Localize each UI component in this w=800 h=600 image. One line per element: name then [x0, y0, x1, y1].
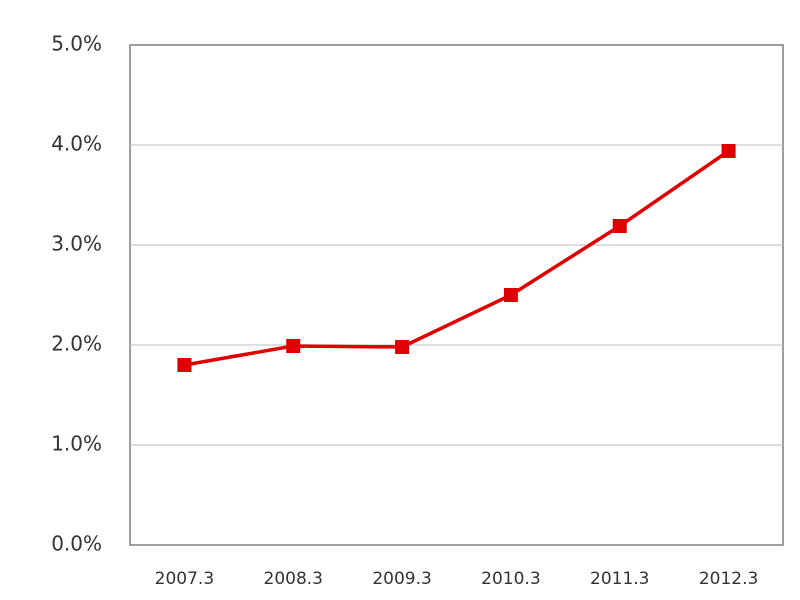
x-tick-label: 2011.3 [590, 569, 649, 589]
point-marker [286, 339, 301, 353]
x-tick-label: 2008.3 [264, 569, 323, 589]
point-marker [503, 288, 518, 302]
point-marker [612, 219, 627, 233]
x-tick-label: 2007.3 [155, 569, 214, 589]
point-marker [721, 144, 736, 158]
y-tick-label: 3.0% [51, 232, 102, 256]
y-tick-label: 1.0% [51, 432, 102, 456]
y-tick-label: 0.0% [51, 532, 102, 556]
x-tick-label: 2009.3 [372, 569, 431, 589]
x-tick-label: 2010.3 [481, 569, 540, 589]
x-tick-label: 2012.3 [699, 569, 758, 589]
y-tick-label: 2.0% [51, 332, 102, 356]
plot-frame [129, 44, 784, 546]
point-marker [177, 358, 192, 372]
y-tick-label: 4.0% [51, 132, 102, 156]
point-marker [395, 340, 410, 354]
series-line [184, 149, 730, 367]
y-tick-label: 5.0% [51, 32, 102, 56]
